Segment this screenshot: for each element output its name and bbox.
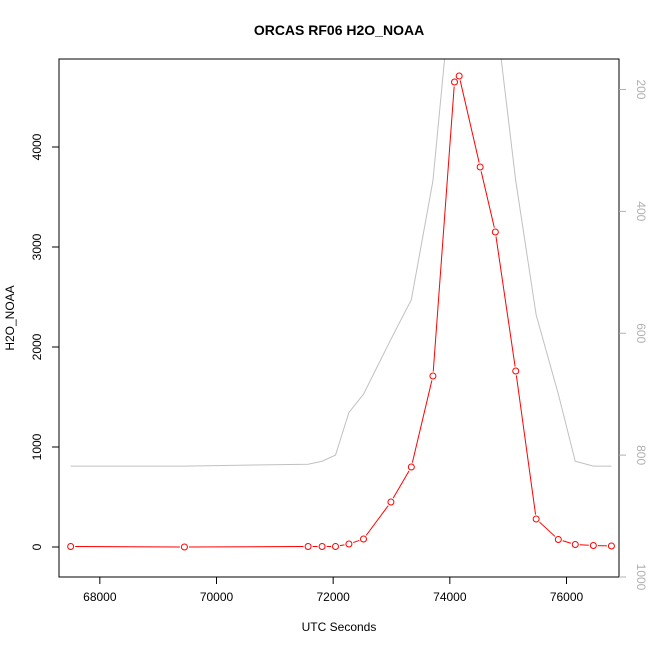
data-point	[304, 543, 312, 550]
x-tick-label: 74000	[433, 590, 467, 604]
series-segment	[539, 521, 556, 537]
secondary-y-axis: 200 400 600 800 1000	[619, 79, 648, 591]
data-point	[345, 540, 353, 548]
data-point	[512, 367, 520, 375]
data-point	[429, 372, 437, 380]
data-point	[491, 228, 499, 236]
data-point	[180, 543, 188, 551]
y2-tick-label: 600	[634, 323, 648, 343]
y2-tick-label: 200	[634, 79, 648, 99]
data-point	[476, 163, 484, 171]
data-point	[360, 535, 367, 543]
series-segment	[480, 171, 495, 228]
series-segment	[411, 380, 433, 463]
data-point	[571, 541, 579, 548]
y-axis-label: H2O_NOAA	[3, 285, 17, 350]
data-point	[332, 543, 339, 550]
y2-tick-label: 800	[634, 445, 648, 465]
x-axis: 68000 70000 72000 74000 76000	[83, 577, 584, 604]
data-point	[387, 498, 395, 506]
secondary-series-line	[70, 59, 612, 467]
series-segment	[353, 539, 360, 544]
series-segment	[432, 86, 455, 372]
series-segment	[495, 236, 516, 367]
y-tick-label: 0	[30, 543, 44, 550]
data-point	[607, 542, 615, 550]
series-segment	[579, 544, 589, 546]
series-segment	[365, 505, 389, 536]
x-tick-label: 76000	[550, 590, 584, 604]
secondary-series-layer	[70, 59, 612, 467]
chart-title: ORCAS RF06 H2O_NOAA	[254, 22, 424, 38]
x-tick-label: 70000	[200, 590, 234, 604]
series-segment	[515, 375, 537, 515]
x-tick-label: 68000	[83, 590, 117, 604]
series-segment	[562, 540, 572, 544]
data-point	[554, 536, 562, 543]
data-point	[532, 515, 540, 523]
data-point	[589, 542, 597, 549]
plot-frame	[58, 58, 620, 578]
data-point	[318, 543, 326, 550]
data-point	[407, 463, 415, 471]
data-point	[455, 72, 463, 80]
y2-tick-label: 400	[634, 201, 648, 221]
series-segment	[339, 544, 345, 547]
y2-tick-label: 1000	[634, 564, 648, 591]
y-axis: 0 1000 2000 3000 4000	[30, 133, 59, 550]
y-tick-label: 1000	[30, 433, 44, 460]
x-tick-label: 72000	[316, 590, 350, 604]
y-tick-label: 4000	[30, 133, 44, 160]
series-segment	[459, 80, 480, 163]
data-point	[451, 78, 458, 86]
y-tick-label: 3000	[30, 233, 44, 260]
y-tick-label: 2000	[30, 333, 44, 360]
x-axis-label: UTC Seconds	[302, 620, 377, 634]
primary-series-layer	[67, 72, 615, 551]
series-segment	[392, 470, 410, 499]
data-point	[67, 543, 75, 550]
